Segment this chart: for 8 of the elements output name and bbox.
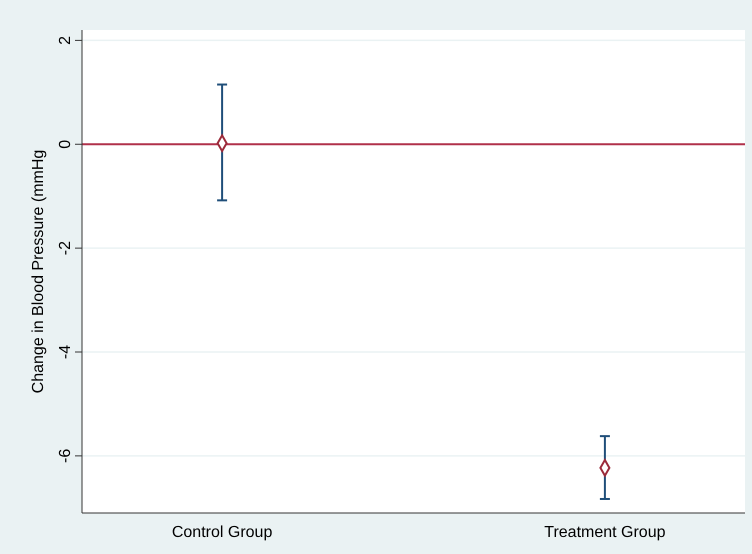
y-tick-label: 0 — [57, 140, 74, 149]
y-tick-label: -2 — [57, 240, 74, 256]
y-tick-label: 2 — [57, 36, 74, 45]
y-tick-label: -6 — [57, 448, 74, 463]
y-tick-label: -4 — [57, 344, 74, 360]
x-tick-label: Control Group — [172, 524, 272, 541]
y-axis-title: Change in Blood Pressure (mmHg — [30, 150, 47, 394]
x-tick-label: Treatment Group — [544, 524, 666, 541]
